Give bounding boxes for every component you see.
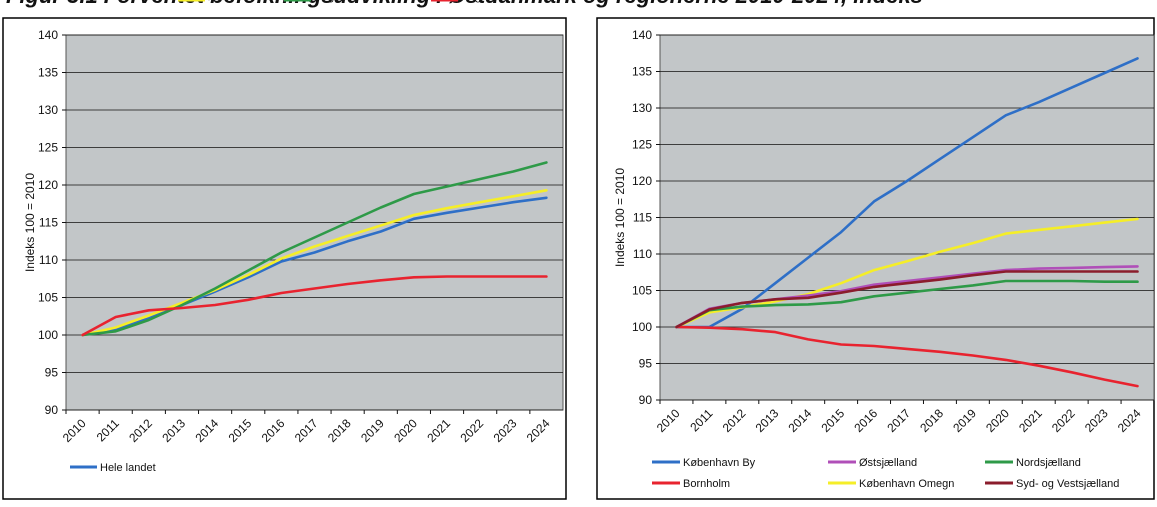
y-tick-label: 140 bbox=[632, 28, 652, 42]
y-tick-label: 130 bbox=[38, 103, 58, 117]
y-tick-label: 135 bbox=[38, 66, 58, 80]
series-line--stdanmark bbox=[81, 189, 548, 337]
legend-label: Hele landet bbox=[100, 462, 156, 474]
y-tick-label: 100 bbox=[38, 328, 58, 342]
legend-label: København By bbox=[683, 457, 756, 469]
legend-label: Syd- og Vestsjælland bbox=[1016, 478, 1119, 490]
y-tick-label: 110 bbox=[39, 253, 58, 267]
y-tick-label: 95 bbox=[45, 366, 59, 380]
legend-label: Region Sjælland bbox=[461, 0, 542, 3]
series-line-nordsj-lland bbox=[675, 279, 1139, 329]
y-tick-label: 110 bbox=[633, 247, 652, 261]
series-line-region-sj-lland bbox=[81, 275, 548, 337]
y-tick-label: 120 bbox=[632, 174, 652, 188]
y-tick-label: 105 bbox=[632, 284, 652, 298]
legend-label: Nordsjælland bbox=[1016, 457, 1081, 469]
y-tick-label: 140 bbox=[38, 28, 58, 42]
legend-label: København Omegn bbox=[859, 478, 954, 490]
y-tick-label: 115 bbox=[633, 211, 652, 225]
y-tick-label: 130 bbox=[632, 101, 652, 115]
y-tick-label: 120 bbox=[38, 178, 58, 192]
y-tick-label: 125 bbox=[632, 138, 652, 152]
legend-label: Bornholm bbox=[683, 478, 730, 490]
y-tick-label: 90 bbox=[639, 393, 653, 407]
figure-header: Figur 3.1 Forventet befolkningsudvikling… bbox=[6, 0, 923, 8]
y-tick-label: 135 bbox=[632, 65, 652, 79]
legend-label: Region Hovedstaden bbox=[314, 0, 417, 3]
y-tick-label: 105 bbox=[38, 291, 58, 305]
series-line-syd-og-vestsj-lland bbox=[675, 270, 1139, 329]
y-tick-label: 90 bbox=[45, 403, 59, 417]
y-axis-label: Indeks 100 = 2010 bbox=[613, 168, 627, 267]
series-line-k-benhavn-by bbox=[675, 57, 1139, 329]
y-tick-label: 125 bbox=[38, 141, 58, 155]
y-tick-label: 100 bbox=[632, 320, 652, 334]
legend-label: Østsjælland bbox=[859, 457, 917, 469]
y-axis-label: Indeks 100 = 2010 bbox=[23, 173, 37, 272]
y-tick-label: 115 bbox=[39, 216, 58, 230]
series-line-region-hovedstaden bbox=[81, 161, 548, 337]
legend-label: Østdanmark bbox=[208, 0, 268, 3]
y-tick-label: 95 bbox=[639, 357, 653, 371]
series-line-bornholm bbox=[675, 325, 1139, 388]
